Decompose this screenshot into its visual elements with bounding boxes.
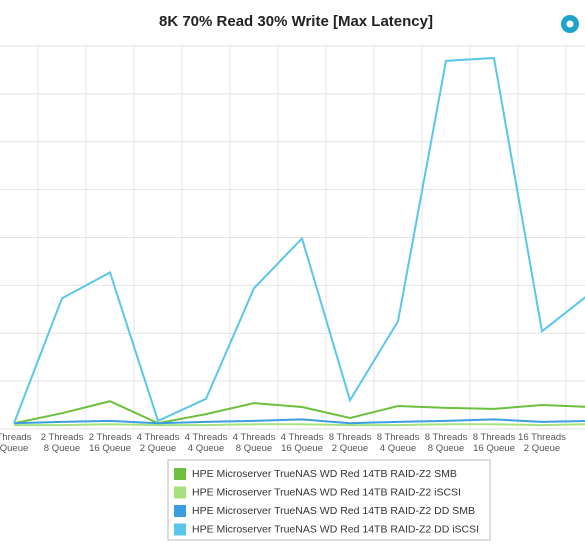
legend-swatch <box>174 486 186 499</box>
x-tick-label: 16 Queue <box>89 443 131 454</box>
x-tick-label: 2 Queue <box>332 443 368 454</box>
chart-title: 8K 70% Read 30% Write [Max Latency] <box>159 13 433 30</box>
series-line <box>13 418 585 425</box>
legend-swatch <box>174 468 186 480</box>
x-tick-label: 2 Threads <box>89 432 132 443</box>
x-tick-label: 8 Threads <box>473 432 516 443</box>
x-tick-label: 4 Queue <box>380 443 416 454</box>
x-tick-label: 8 Queue <box>428 443 464 454</box>
logo <box>561 15 579 33</box>
x-tick-label: 4 Threads <box>137 432 180 443</box>
legend-swatch <box>174 505 186 517</box>
x-tick-label: 2 Threads <box>41 432 84 443</box>
x-tick-label: 4 Threads <box>281 432 324 443</box>
x-tick-label: Queue <box>0 443 28 454</box>
series-line <box>13 56 585 424</box>
x-tick-label: 16 Queue <box>473 443 515 454</box>
x-tick-label: 8 Threads <box>329 432 372 443</box>
x-tick-label: Threads <box>0 432 32 443</box>
x-tick-label: 4 Threads <box>233 432 276 443</box>
x-tick-label: 8 Threads <box>425 432 468 443</box>
x-tick-label: 2 Queue <box>140 443 176 454</box>
x-tick-label: 16 Queue <box>281 443 323 454</box>
legend-label: HPE Microserver TrueNAS WD Red 14TB RAID… <box>192 523 479 535</box>
x-tick-label: 4 Threads <box>185 432 228 443</box>
legend-box <box>167 459 491 541</box>
legend-swatch <box>174 523 186 536</box>
legend-label: HPE Microserver TrueNAS WD Red 14TB RAID… <box>192 505 475 517</box>
x-tick-label: 4 Queue <box>188 443 224 454</box>
x-tick-label: 2 Queue <box>524 443 560 454</box>
x-tick-label: 16 Threads <box>518 432 566 443</box>
legend-label: HPE Microserver TrueNAS WD Red 14TB RAID… <box>192 486 461 498</box>
series-line <box>13 400 585 425</box>
x-tick-label: 8 Queue <box>44 443 80 454</box>
legend-label: HPE Microserver TrueNAS WD Red 14TB RAID… <box>192 468 457 480</box>
series-line <box>14 423 585 427</box>
x-tick-label: 8 Queue <box>236 443 272 454</box>
x-tick-label: 8 Threads <box>377 432 420 443</box>
